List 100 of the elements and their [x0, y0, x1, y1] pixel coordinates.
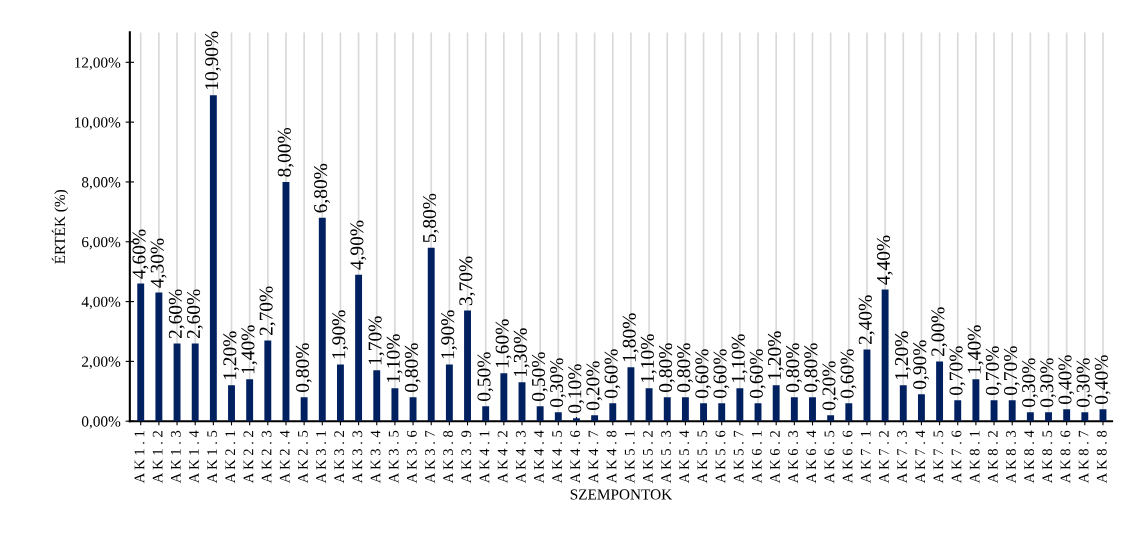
x-tick-label: A K 3 . 3: [352, 430, 363, 484]
x-tick-label: A K 2 . 1: [225, 431, 236, 484]
x-tick-label: A K 4 . 5: [552, 430, 563, 484]
x-tick-label: A K 1 . 5: [207, 430, 218, 484]
bar: [591, 415, 599, 422]
bar: [228, 385, 235, 422]
bar: [1008, 400, 1016, 422]
x-tick-label: A K 8 . 7: [1078, 430, 1089, 484]
bar: [1063, 409, 1071, 422]
data-label: 0,80%: [404, 343, 421, 393]
bar: [155, 292, 163, 422]
data-label: 6,80%: [314, 163, 330, 213]
data-label: 0,40%: [1094, 355, 1111, 405]
data-label: 4,90%: [350, 220, 367, 270]
data-label: 1,80%: [622, 313, 639, 362]
data-label: 4,60%: [132, 229, 149, 279]
bar: [627, 367, 635, 422]
x-tick-label: A K 7 . 4: [915, 430, 926, 484]
data-label: 1,40%: [241, 325, 258, 374]
x-tick-label: A K 6 . 5: [824, 430, 835, 484]
x-tick-label: A K 3 . 7: [425, 430, 435, 484]
x-tick-label: A K 5 . 7: [733, 430, 744, 484]
data-label: 10,90%: [205, 31, 222, 90]
data-label: 0,20%: [586, 361, 603, 410]
bar: [336, 364, 344, 422]
bar: [1026, 412, 1034, 422]
data-label: 0,60%: [713, 349, 730, 399]
x-tick-label: A K 3 . 1: [316, 431, 326, 484]
x-tick-label: A K 3 . 5: [388, 430, 399, 484]
data-label: 1,10%: [640, 334, 657, 383]
y-axis-title: ÉRTÉK (%): [51, 189, 69, 264]
bar: [972, 379, 980, 422]
x-tick-label: A K 6 . 3: [788, 430, 799, 484]
x-tick-label: A K 2 . 3: [261, 430, 272, 484]
x-tick-label: A K 3 . 8: [443, 430, 454, 484]
data-label: 0,20%: [822, 361, 839, 410]
x-tick-label: A K 8 . 5: [1042, 430, 1053, 484]
x-tick-label: A K 5 . 6: [715, 430, 726, 484]
data-label: 3,70%: [459, 256, 476, 306]
bar: [536, 406, 544, 422]
data-label: 1,90%: [441, 310, 458, 359]
bar: [209, 95, 217, 422]
bar: [990, 400, 998, 422]
bar: [246, 379, 254, 422]
data-label: 0,50%: [477, 352, 494, 402]
x-tick-label: A K 4 . 1: [479, 431, 490, 484]
x-tick-label: A K 5 . 2: [642, 431, 653, 484]
data-label: 0,30%: [1076, 358, 1093, 407]
x-tick-label: A K 2 . 5: [297, 430, 308, 484]
x-tick-label: A K 7 . 2: [878, 431, 889, 484]
bar: [300, 397, 308, 422]
data-label: 1,20%: [895, 331, 911, 380]
data-label: 0,70%: [949, 346, 966, 396]
bar: [445, 364, 453, 422]
bar: [936, 361, 944, 422]
data-label: 1,30%: [513, 328, 530, 377]
bar: [827, 415, 835, 422]
x-tick-label: A K 8 . 6: [1060, 430, 1071, 484]
x-tick-label: A K 4 . 7: [588, 430, 599, 484]
data-label: 1,20%: [767, 331, 784, 380]
data-label: 0,30%: [550, 358, 566, 407]
data-label: 8,00%: [277, 127, 294, 177]
x-tick-label: A K 4 . 4: [534, 430, 544, 484]
bar: [609, 403, 617, 422]
x-tick-label: A K 5 . 3: [661, 430, 671, 484]
y-tick-label: 6,00%: [82, 236, 121, 250]
data-label: 0,60%: [749, 349, 766, 399]
bar: [1081, 412, 1089, 422]
bar: [373, 370, 381, 422]
x-tick-label: A K 8 . 3: [1006, 430, 1016, 484]
bar: [917, 394, 925, 422]
bar: [482, 406, 490, 422]
x-tick-label: A K 7 . 5: [933, 430, 944, 484]
x-tick-label: A K 3 . 2: [334, 431, 345, 484]
x-tick-label: A K 7 . 6: [951, 430, 962, 484]
x-tick-label: A K 7 . 1: [860, 431, 871, 484]
data-label: 2,70%: [259, 286, 276, 336]
bar: [137, 283, 145, 422]
bar: [500, 373, 508, 422]
y-tick-label: 12,00%: [75, 57, 121, 70]
data-label: 2,60%: [186, 289, 203, 339]
x-tick-label: A K 8 . 8: [1096, 430, 1107, 484]
data-label: 0,80%: [786, 343, 802, 393]
x-tick-label: A K 8 . 4: [1024, 430, 1035, 484]
data-label: 0,70%: [1003, 346, 1020, 396]
bar: [464, 310, 471, 422]
x-tick-label: A K 2 . 2: [243, 431, 254, 484]
x-tick-label: A K 5 . 4: [679, 430, 690, 484]
data-label: 0,60%: [604, 349, 621, 399]
x-tick-label: A K 4 . 6: [570, 430, 581, 484]
data-label: 1,10%: [386, 334, 403, 383]
bar: [264, 340, 272, 422]
bar: [427, 247, 435, 422]
bar: [573, 418, 580, 422]
x-tick-label: A K 4 . 3: [515, 430, 526, 484]
data-label: 0,90%: [913, 340, 930, 390]
x-tick-label: A K 4 . 2: [497, 431, 508, 484]
data-label: 4,30%: [150, 238, 167, 288]
data-label: 0,30%: [1022, 358, 1039, 407]
x-tick-label: A K 7 . 3: [897, 430, 907, 484]
